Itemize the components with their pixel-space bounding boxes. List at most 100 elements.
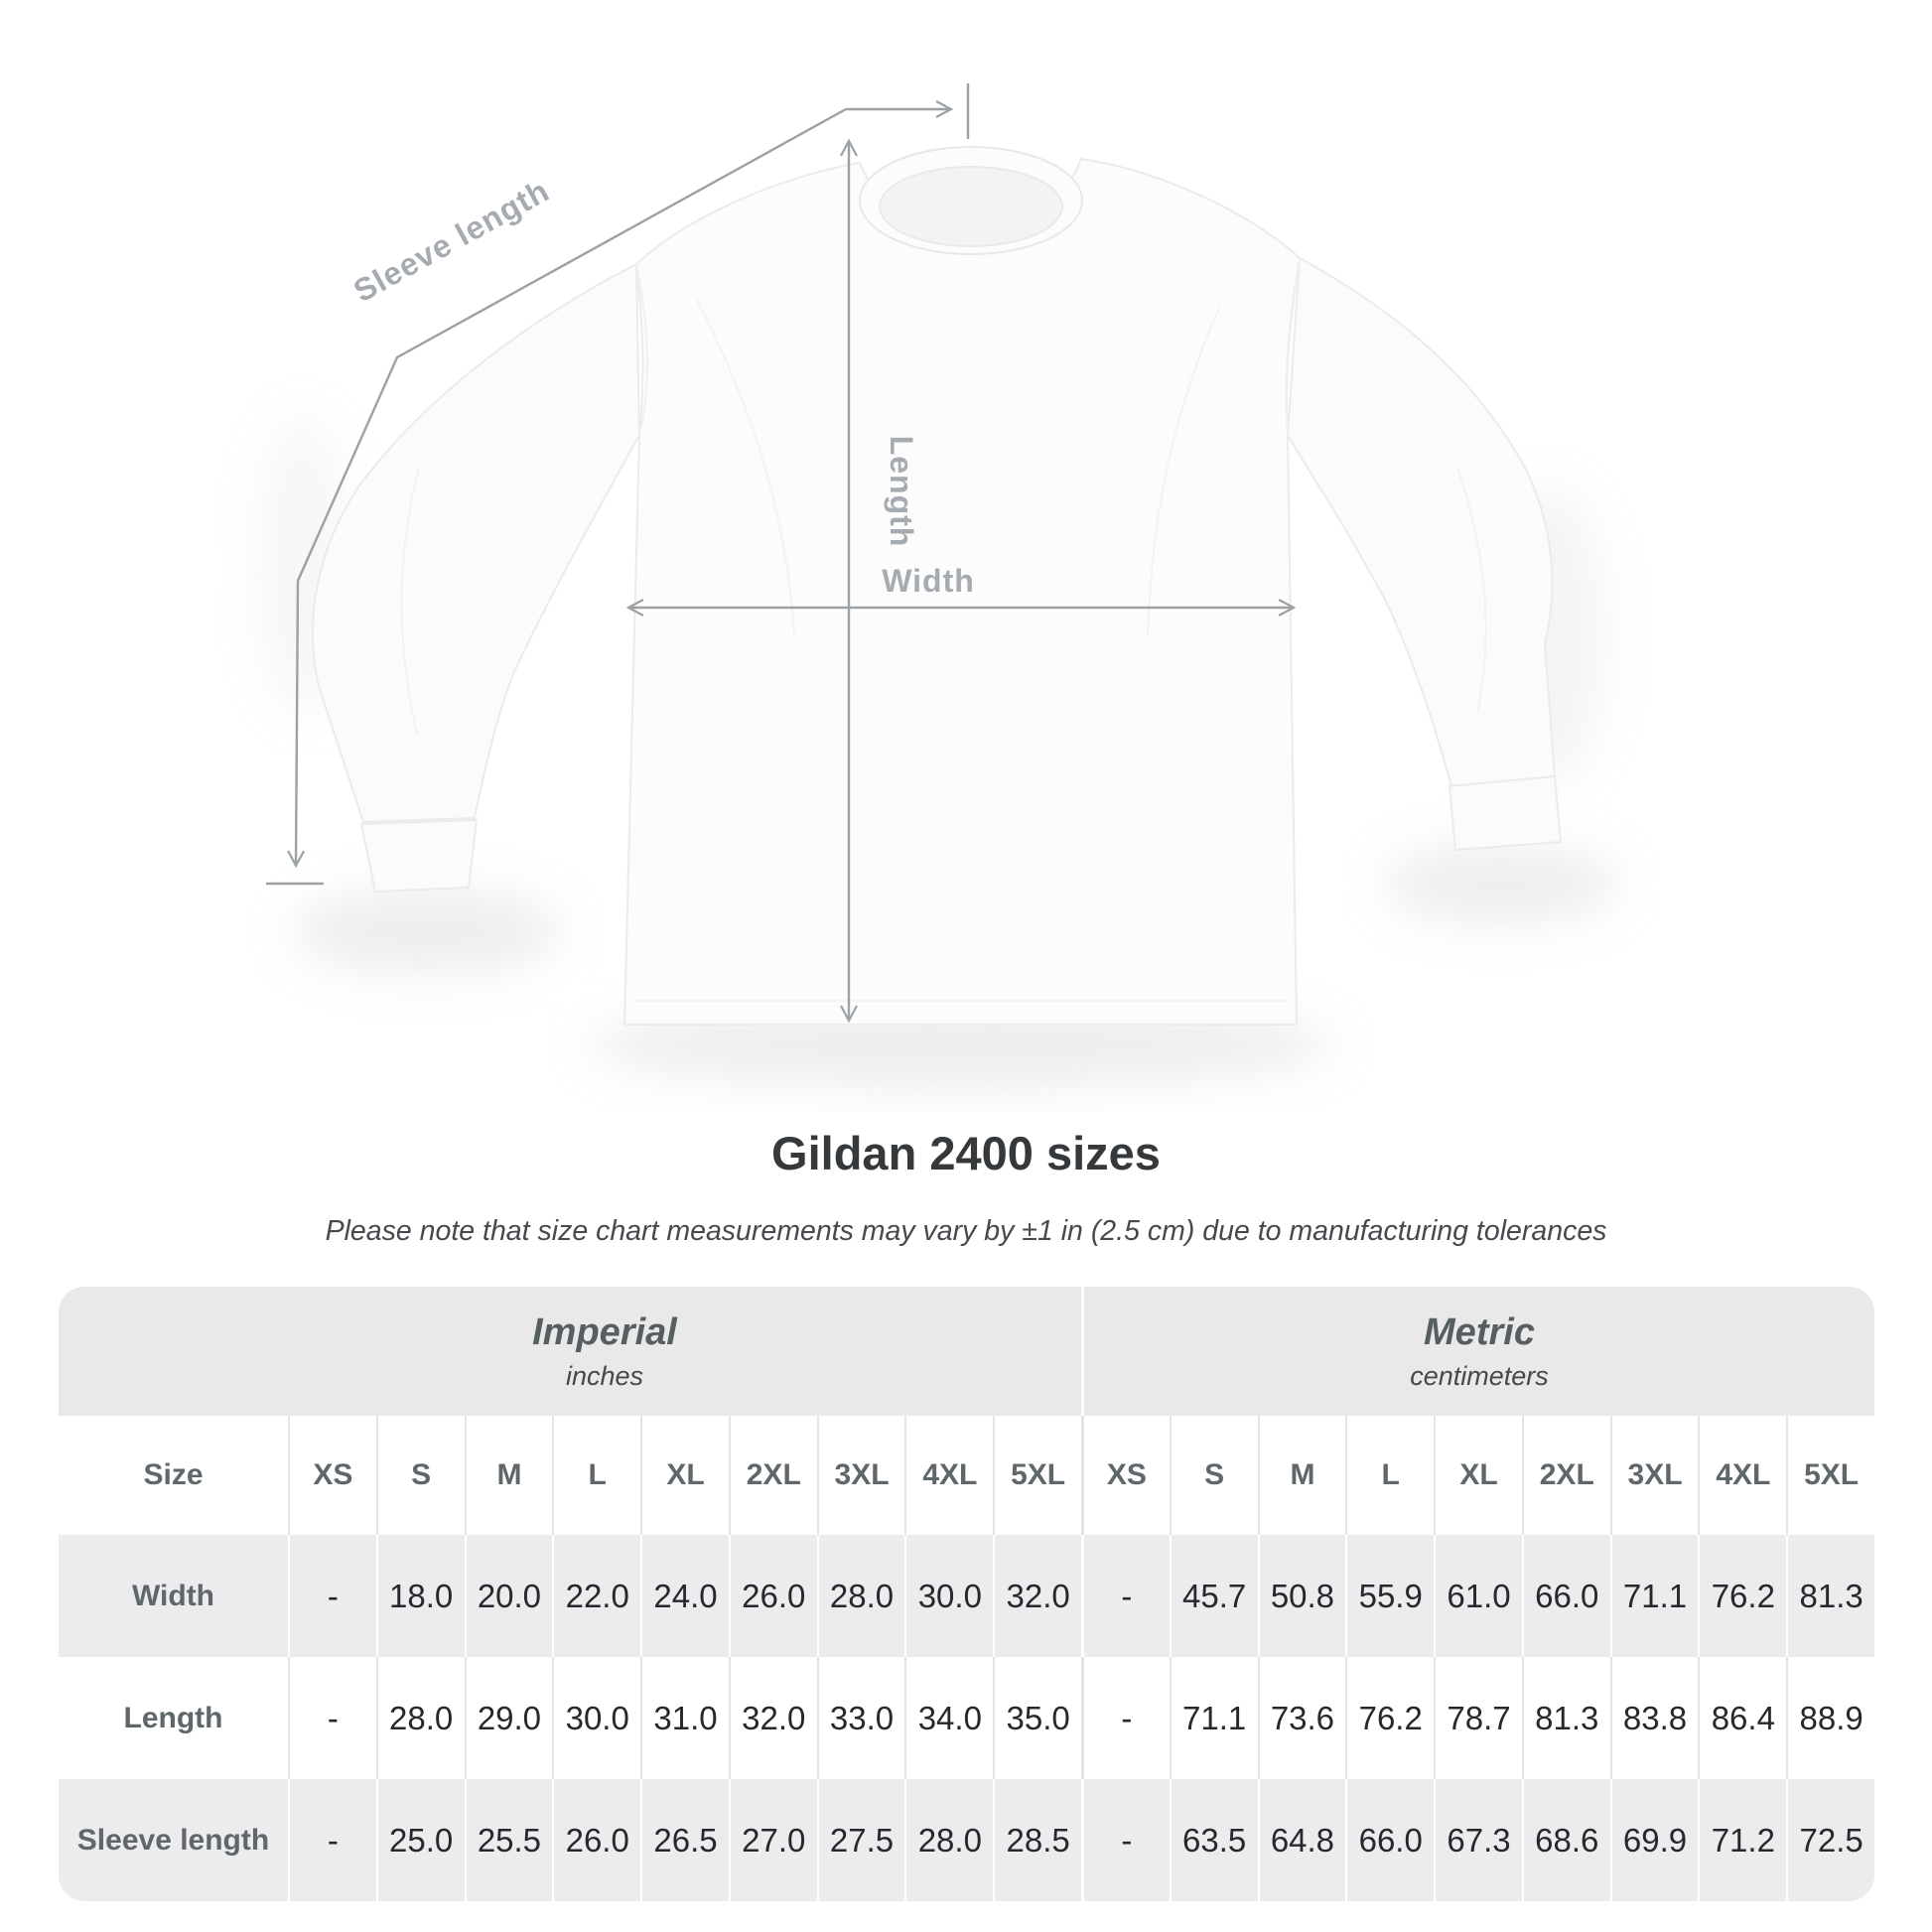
value-cell-metric: 81.3 [1521,1657,1610,1779]
value-cell-metric: 78.7 [1434,1657,1522,1779]
size-header-imperial: XS [288,1416,376,1535]
value-cell-imperial: 28.0 [375,1657,465,1779]
value-cell-metric: 76.2 [1345,1657,1434,1779]
value-cell-metric: 86.4 [1698,1657,1786,1779]
width-label: Width [882,563,975,599]
value-cell-imperial: 28.0 [816,1535,905,1657]
value-cell-metric: 71.1 [1609,1535,1699,1657]
table-row: Length -28.0 29.0 30.0 31.0 32.0 33.0 34.0 35.0-… [59,1657,1874,1779]
value-cell-metric: 63.5 [1169,1779,1258,1901]
size-header-imperial: 2XL [728,1416,817,1535]
metric-title: Metric [1424,1311,1535,1353]
value-cell-metric: 73.6 [1257,1657,1346,1779]
size-column-header: Size [143,1458,204,1491]
value-cell-imperial: - [288,1657,376,1779]
value-cell-metric: 68.6 [1521,1779,1610,1901]
value-cell-imperial: 26.5 [640,1779,729,1901]
value-cell-metric: 66.0 [1521,1535,1610,1657]
size-header-metric: S [1169,1416,1258,1535]
table-body: Width -18.0 20.0 22.0 24.0 26.0 28.0 30.0 32.0-4… [59,1535,1874,1901]
size-header-metric: XS [1081,1416,1170,1535]
value-cell-imperial: 32.0 [993,1535,1081,1657]
size-header-imperial: 5XL [993,1416,1081,1535]
value-cell-metric: 81.3 [1786,1535,1874,1657]
row-label: Sleeve length [76,1823,270,1857]
size-header-imperial: S [375,1416,465,1535]
unit-header-band: Imperial inches Metric centimeters [59,1287,1874,1416]
right-sleeve [1286,256,1557,788]
value-cell-metric: 71.2 [1698,1779,1786,1901]
table-row: Sleeve length -25.0 25.5 26.0 26.5 27.0 27.5 28… [59,1779,1874,1901]
value-cell-imperial: 33.0 [816,1657,905,1779]
fabric-folds [400,257,1487,1002]
value-cell-imperial: 31.0 [640,1657,729,1779]
value-cell-imperial: - [288,1779,376,1901]
row-label: Length [123,1701,223,1734]
value-cell-metric: - [1081,1779,1170,1901]
value-cell-imperial: - [288,1535,376,1657]
value-cell-imperial: 30.0 [552,1657,640,1779]
table-row: Width -18.0 20.0 22.0 24.0 26.0 28.0 30.0 32.0-4… [59,1535,1874,1657]
value-cell-metric: 69.9 [1609,1779,1699,1901]
size-header-imperial: L [552,1416,640,1535]
size-header-metric: 2XL [1521,1416,1610,1535]
size-header-metric: XL [1434,1416,1522,1535]
long-sleeve-shirt [312,146,1563,1026]
metric-group-header: Metric centimeters [1081,1287,1874,1416]
size-table: Imperial inches Metric centimeters Size X… [59,1287,1874,1901]
value-cell-imperial: 35.0 [993,1657,1081,1779]
size-header-imperial: 4XL [904,1416,993,1535]
size-header-metric: 4XL [1698,1416,1786,1535]
right-cuff [1448,774,1563,852]
value-cell-metric: 64.8 [1257,1779,1346,1901]
value-cell-metric: 67.3 [1434,1779,1522,1901]
measurement-lines [266,83,1297,1024]
metric-unit: centimeters [1410,1360,1549,1391]
value-cell-imperial: 27.5 [816,1779,905,1901]
value-cell-imperial: 34.0 [904,1657,993,1779]
value-cell-metric: 50.8 [1257,1535,1346,1657]
value-cell-imperial: 32.0 [728,1657,817,1779]
imperial-title: Imperial [532,1311,677,1353]
value-cell-metric: - [1081,1535,1170,1657]
value-cell-metric: 61.0 [1434,1535,1522,1657]
value-cell-imperial: 22.0 [552,1535,640,1657]
value-cell-metric: 88.9 [1786,1657,1874,1779]
value-cell-imperial: 25.0 [375,1779,465,1901]
value-cell-metric: 55.9 [1345,1535,1434,1657]
value-cell-metric: - [1081,1657,1170,1779]
size-header-metric: 5XL [1786,1416,1874,1535]
size-header-imperial: XL [640,1416,729,1535]
value-cell-metric: 83.8 [1609,1657,1699,1779]
value-cell-metric: 72.5 [1786,1779,1874,1901]
size-header-metric: M [1257,1416,1346,1535]
value-cell-imperial: 28.0 [904,1779,993,1901]
page-title: Gildan 2400 sizes [771,1127,1161,1179]
value-cell-imperial: 28.5 [993,1779,1081,1901]
value-cell-imperial: 24.0 [640,1535,729,1657]
value-cell-metric: 45.7 [1169,1535,1258,1657]
value-cell-metric: 76.2 [1698,1535,1786,1657]
collar-inner [879,166,1063,247]
left-cuff [359,818,479,894]
sleeve-length-line [287,107,847,869]
shirt-measurement-diagram: Width Length Sleeve length [258,83,1618,1088]
value-cell-imperial: 20.0 [464,1535,553,1657]
value-cell-imperial: 30.0 [904,1535,993,1657]
value-cell-imperial: 25.5 [464,1779,553,1901]
row-label: Width [131,1579,215,1612]
size-header-imperial: 3XL [816,1416,905,1535]
value-cell-metric: 66.0 [1345,1779,1434,1901]
size-header-imperial: M [464,1416,553,1535]
size-header-row: Size XS S M L XL 2XL 3XL 4XL 5XL XS S M L XL 2XL 3XL 4XL 5… [59,1416,1874,1535]
length-label: Length [884,436,919,548]
value-cell-imperial: 26.0 [552,1779,640,1901]
value-cell-imperial: 27.0 [728,1779,817,1901]
value-cell-imperial: 26.0 [728,1535,817,1657]
value-cell-imperial: 29.0 [464,1657,553,1779]
left-sleeve [312,262,641,824]
tolerance-note: Please note that size chart measurements… [325,1215,1607,1247]
size-header-metric: 3XL [1609,1416,1699,1535]
imperial-unit: inches [565,1360,644,1391]
